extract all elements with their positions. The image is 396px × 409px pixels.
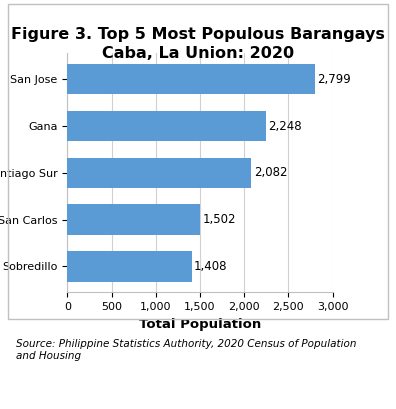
Bar — [67, 251, 192, 281]
Text: 1,408: 1,408 — [194, 260, 228, 273]
Text: 2,248: 2,248 — [268, 119, 302, 133]
Bar — [67, 111, 266, 141]
Bar — [67, 157, 251, 188]
Bar — [67, 64, 315, 94]
Text: 2,799: 2,799 — [317, 73, 351, 86]
Text: 2,082: 2,082 — [254, 166, 287, 179]
Text: Source: Philippine Statistics Authority, 2020 Census of Population
and Housing: Source: Philippine Statistics Authority,… — [16, 339, 356, 361]
Text: 1,502: 1,502 — [202, 213, 236, 226]
Text: Figure 3. Top 5 Most Populous Barangays
Caba, La Union: 2020: Figure 3. Top 5 Most Populous Barangays … — [11, 27, 385, 61]
Bar — [67, 204, 200, 235]
X-axis label: Total Population: Total Population — [139, 318, 261, 331]
